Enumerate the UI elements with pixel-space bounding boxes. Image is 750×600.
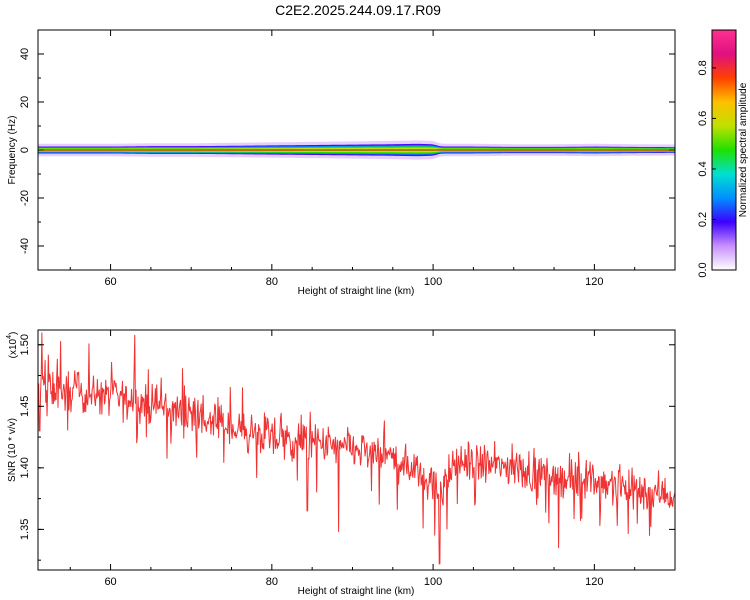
colorbar: 0.0 0.2 0.4 0.6 0.8 Normalized spectral ampl… (697, 29, 749, 278)
colorbar-ticks: 0.0 0.2 0.4 0.6 0.8 (697, 60, 716, 278)
colorbar-gradient (712, 30, 736, 270)
spectrogram-panel: 60 80 100 120 40 20 0 -20 -40 Height of straight… (7, 29, 676, 297)
spectrogram-x-tick-label: 80 (266, 276, 278, 288)
colorbar-tick-label: 0.0 (697, 262, 709, 277)
snr-x-tick-label: 80 (266, 576, 278, 588)
spectrogram-y-tick-label: -20 (19, 190, 31, 206)
spectrogram-y-tick-label: -40 (19, 238, 31, 254)
colorbar-tick-label: 0.4 (697, 161, 709, 176)
snr-y-multiplier-base: (x10 (8, 338, 19, 358)
snr-y-multiplier: (x104) (6, 332, 19, 359)
spectrogram-y-tick-label: 0 (19, 147, 31, 153)
colorbar-tick-label: 0.6 (697, 111, 709, 126)
colorbar-frame (711, 29, 737, 271)
snr-x-label: Height of straight line (km) (298, 586, 415, 597)
snr-x-tick-label: 120 (585, 576, 603, 588)
colorbar-tick-label: 0.2 (697, 212, 709, 227)
snr-y-tick-label: 1.35 (19, 519, 31, 540)
snr-panel: 60 80 100 120 1.35 1.40 1.45 1.50 Height of str… (6, 329, 676, 597)
snr-series-line (38, 332, 675, 565)
spectrogram-x-label: Height of straight line (km) (298, 286, 415, 297)
spectrogram-y-tick-label: 20 (19, 96, 31, 108)
snr-y-tick-label: 1.45 (19, 396, 31, 417)
spectrogram-ticks: 60 80 100 120 40 20 0 -20 -40 (19, 29, 676, 288)
snr-x-tick-label: 60 (104, 576, 116, 588)
colorbar-label: Normalized spectral amplitude (738, 82, 749, 217)
snr-y-multiplier-close: ) (8, 332, 19, 335)
snr-frame (37, 329, 676, 571)
spectrogram-content (38, 140, 675, 160)
snr-ticks: 60 80 100 120 1.35 1.40 1.45 1.50 (19, 330, 676, 588)
colorbar-tick-label: 0.8 (697, 60, 709, 75)
snr-y-tick-label: 1.50 (19, 334, 31, 355)
snr-x-tick-label: 100 (424, 576, 442, 588)
figure-title: C2E2.2025.244.09.17.R09 (275, 2, 441, 18)
spectrogram-x-tick-label: 60 (104, 276, 116, 288)
spectrogram-y-tick-label: 40 (19, 48, 31, 60)
spectrogram-y-label: Frequency (Hz) (7, 116, 18, 185)
snr-y-multiplier-exp: 4 (6, 335, 13, 339)
snr-y-tick-label: 1.40 (19, 457, 31, 478)
spectrogram-x-tick-label: 100 (424, 276, 442, 288)
spectrogram-x-tick-label: 120 (585, 276, 603, 288)
snr-y-label: SNR (10 * v/v) (7, 418, 18, 482)
